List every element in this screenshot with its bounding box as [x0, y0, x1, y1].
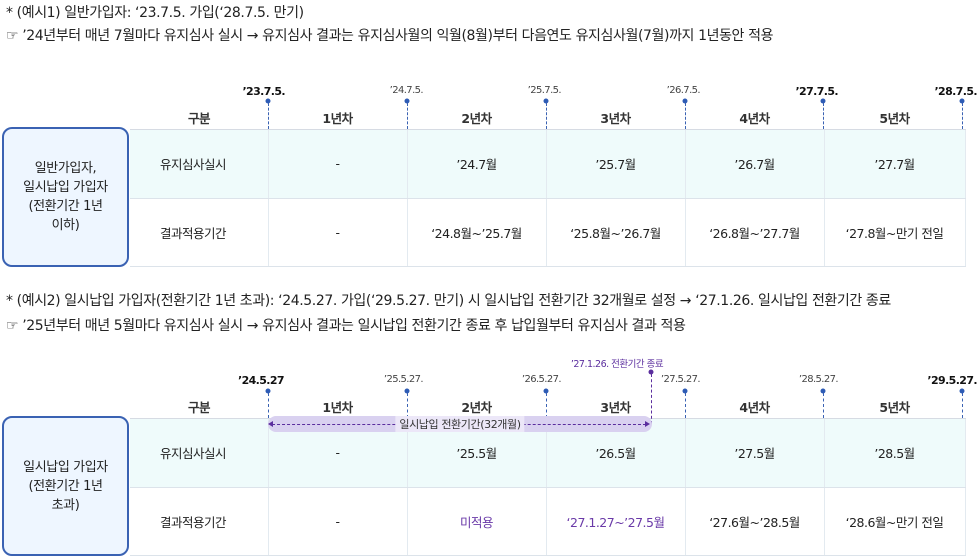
- header-year1: 1년차: [268, 396, 407, 419]
- timeline1-guide: [685, 103, 686, 129]
- timeline1-marker: [820, 98, 826, 104]
- example2-title: * (예시2) 일시납입 가입자(전환기간 1년 초과): ‘24.5.27. …: [6, 293, 891, 309]
- example1-description: ☞ ’24년부터 매년 7월마다 유지심사 실시 → 유지심사 결과는 유지심사…: [6, 28, 774, 44]
- timeline1-guide: [407, 103, 408, 129]
- table-row: 결과적용기간 - ‘24.8월~’25.7월 ‘25.8월~’26.7월 ‘26…: [130, 198, 966, 267]
- row-label-apply: 결과적용기간: [130, 487, 269, 556]
- table-row: 유지심사실시 - ’24.7월 ’25.7월 ’26.7월 ’27.7월: [130, 129, 966, 199]
- table-cell: ‘28.6월~만기 전일: [824, 487, 966, 556]
- table-cell: ’26.7월: [685, 129, 825, 199]
- table-cell: -: [268, 198, 408, 267]
- example1-category-box: 일반가입자, 일시납입 가입자 (전환기간 1년 이하): [2, 127, 129, 267]
- header-category: 구분: [130, 107, 268, 130]
- timeline2-guide: [268, 393, 269, 418]
- timeline2-marker: [543, 388, 549, 394]
- table-cell: ‘25.8월~’26.7월: [546, 198, 686, 267]
- timeline1-guide: [546, 103, 547, 129]
- table-cell: ’27.5월: [685, 418, 825, 488]
- row-label-apply: 결과적용기간: [130, 198, 269, 267]
- header-year2: 2년차: [407, 396, 546, 419]
- arrow-left-icon: [268, 421, 273, 427]
- conversion-period-label: 일시납입 전환기간(32개월): [395, 416, 525, 432]
- timeline1-marker: [404, 98, 410, 104]
- timeline2-tick-0: ’24.5.27: [237, 374, 285, 387]
- timeline2-tick-1: ’25.5.27.: [383, 374, 424, 385]
- row-label-review: 유지심사실시: [130, 418, 269, 488]
- header-year1: 1년차: [268, 107, 407, 130]
- timeline1-marker: [265, 98, 271, 104]
- example2-description: ☞ ’25년부터 매년 5월마다 유지심사 실시 → 유지심사 결과는 일시납입…: [6, 318, 686, 334]
- example2-category-box: 일시납입 가입자 (전환기간 1년 초과): [2, 416, 129, 556]
- table-cell: ’24.7월: [407, 129, 547, 199]
- header-year2: 2년차: [407, 107, 546, 130]
- timeline2-marker: [959, 388, 965, 394]
- timeline1-tick-0: ’23.7.5.: [242, 85, 285, 98]
- timeline1-guide: [962, 103, 963, 129]
- table-cell-highlight: ‘27.1.27~’27.5월: [546, 487, 686, 556]
- timeline2-tick-5: ’29.5.27.: [927, 374, 977, 387]
- timeline1-tick-3: ’26.7.5.: [666, 85, 701, 96]
- timeline1-guide: [823, 103, 824, 129]
- example2-schedule-table: 구분 1년차 2년차 3년차 4년차 5년차 유지심사실시 - ’25.5월 ’…: [130, 396, 966, 556]
- row-label-review: 유지심사실시: [130, 129, 269, 199]
- table-cell: ‘26.8월~’27.7월: [685, 198, 825, 267]
- header-year3: 3년차: [546, 396, 685, 419]
- table-cell: ’27.7월: [824, 129, 966, 199]
- timeline1-tick-1: ’24.7.5.: [389, 85, 424, 96]
- timeline1-tick-5: ’28.7.5.: [934, 85, 977, 98]
- table-cell: ‘27.8월~만기 전일: [824, 198, 966, 267]
- header-year3: 3년차: [546, 107, 685, 130]
- timeline1-marker: [543, 98, 549, 104]
- timeline2-tick-3: ’27.5.27.: [660, 374, 701, 385]
- table-cell: -: [268, 129, 408, 199]
- timeline2-guide: [407, 393, 408, 418]
- timeline1-tick-2: ’25.7.5.: [527, 85, 562, 96]
- timeline2-tick-2: ’26.5.27.: [521, 374, 562, 385]
- conversion-end-guide: [651, 374, 652, 424]
- table-cell: ’25.7월: [546, 129, 686, 199]
- timeline2-guide: [962, 393, 963, 418]
- table-header-row: 구분 1년차 2년차 3년차 4년차 5년차: [130, 396, 965, 419]
- timeline2-marker: [682, 388, 688, 394]
- table-cell: -: [268, 487, 408, 556]
- timeline2-marker: [820, 388, 826, 394]
- timeline2-guide: [546, 393, 547, 418]
- timeline2-tick-4: ’28.5.27.: [798, 374, 839, 385]
- table-cell-not-applied: 미적용: [407, 487, 547, 556]
- conversion-end-annotation: ’27.1.26. 전환기간 종료: [570, 359, 664, 370]
- arrow-right-icon: [645, 421, 650, 427]
- table-cell: ‘27.6월~’28.5월: [685, 487, 825, 556]
- table-header-row: 구분 1년차 2년차 3년차 4년차 5년차: [130, 107, 965, 130]
- table-row: 결과적용기간 - 미적용 ‘27.1.27~’27.5월 ‘27.6월~’28.…: [130, 487, 966, 556]
- timeline2-guide: [823, 393, 824, 418]
- example1-title: * (예시1) 일반가입자: ‘23.7.5. 가입(‘28.7.5. 만기): [6, 5, 304, 21]
- timeline2-guide: [685, 393, 686, 418]
- timeline1-marker: [682, 98, 688, 104]
- header-year5: 5년차: [824, 107, 965, 130]
- table-cell: ’26.5월: [546, 418, 686, 488]
- timeline2-marker: [265, 388, 271, 394]
- table-cell: ’28.5월: [824, 418, 966, 488]
- header-year5: 5년차: [824, 396, 965, 419]
- example1-schedule-table: 구분 1년차 2년차 3년차 4년차 5년차 유지심사실시 - ’24.7월 ’…: [130, 107, 966, 267]
- timeline2-marker: [404, 388, 410, 394]
- header-year4: 4년차: [685, 396, 824, 419]
- table-cell: ‘24.8월~’25.7월: [407, 198, 547, 267]
- header-category: 구분: [130, 396, 268, 419]
- timeline1-guide: [268, 103, 269, 129]
- timeline1-marker: [959, 98, 965, 104]
- header-year4: 4년차: [685, 107, 824, 130]
- conversion-end-marker: [648, 369, 654, 375]
- timeline1-tick-4: ’27.7.5.: [795, 85, 838, 98]
